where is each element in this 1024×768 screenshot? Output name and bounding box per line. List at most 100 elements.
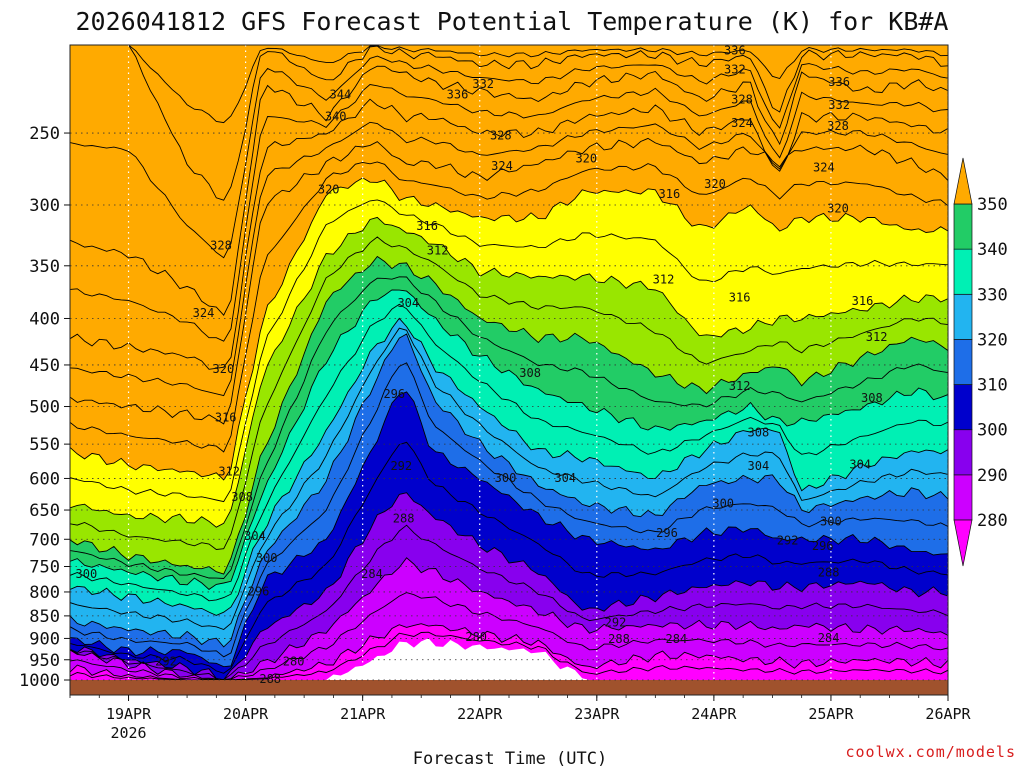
theta-band-1 (70, 557, 948, 680)
x-tick-label: 24APR (691, 705, 737, 723)
contour-label: 316 (215, 411, 237, 425)
x-tick-year: 2026 (110, 724, 146, 742)
contour-label: 296 (248, 585, 270, 599)
contour-label: 280 (283, 654, 305, 668)
isentrope-10 (70, 177, 948, 481)
theta-band-10 (70, 138, 948, 480)
contour-label: 320 (318, 183, 340, 197)
contour-label: 316 (659, 187, 681, 201)
x-tick-label: 23APR (574, 705, 620, 723)
y-tick-label: 1000 (19, 671, 60, 691)
contour-label: 324 (813, 160, 835, 174)
isentrope-mid-14 (70, 55, 948, 259)
legend-label: 280 (977, 511, 1008, 531)
x-tick-label: 25APR (808, 705, 854, 723)
ground-surface (70, 680, 948, 695)
contour-label: 292 (605, 615, 627, 629)
contour-label: 328 (827, 119, 849, 133)
legend-swatch (953, 293, 973, 340)
theta-band-9 (70, 177, 948, 528)
theta-band-13 (70, 45, 948, 316)
contour-label: 300 (256, 551, 278, 565)
contour-label: 288 (393, 512, 415, 526)
contour-label: 324 (491, 159, 513, 173)
contour-label: 332 (472, 77, 494, 91)
contour-label: 292 (777, 534, 799, 548)
credit-link[interactable]: coolwx.com/models (845, 743, 1016, 761)
contour-label: 328 (490, 129, 512, 143)
isentrope-mid-13 (70, 84, 948, 342)
contour-label: 304 (748, 459, 770, 473)
isentrope-mid-2 (70, 592, 948, 681)
y-tick-label: 450 (29, 356, 60, 376)
legend-swatch (953, 203, 973, 250)
contour-label: 332 (724, 62, 746, 76)
contour-label: 308 (748, 426, 770, 440)
contour-label: 288 (818, 565, 840, 579)
contour-label: 308 (861, 391, 883, 405)
pressure-axis: 2503003504004505005506006507007508008509… (19, 124, 70, 691)
y-tick-label: 250 (29, 124, 60, 144)
isentrope-mid-15 (70, 45, 948, 124)
isentrope-mid-5 (70, 362, 948, 658)
contour-label: 320 (575, 152, 597, 166)
legend-label: 340 (977, 240, 1008, 260)
contour-label: 312 (427, 243, 449, 257)
contour-label: 336 (828, 75, 850, 89)
contour-label: 296 (812, 539, 834, 553)
legend-swatch (953, 248, 973, 295)
legend-label: 300 (977, 421, 1008, 441)
isentrope-mid-10 (70, 199, 948, 503)
contour-label: 328 (210, 239, 232, 253)
y-tick-label: 500 (29, 398, 60, 418)
y-tick-label: 400 (29, 309, 60, 329)
isentrope-14 (70, 45, 948, 201)
y-tick-label: 900 (29, 629, 60, 649)
legend-swatch (953, 429, 973, 476)
isentrope-7 (70, 289, 948, 590)
legend-label: 310 (977, 376, 1008, 396)
contour-label: 308 (519, 366, 541, 380)
isentrope-11 (70, 137, 948, 425)
contour-label: 324 (193, 306, 215, 320)
isentrope-mid-4 (70, 441, 948, 674)
contour-label: 336 (724, 43, 746, 57)
contour-label: 336 (447, 88, 469, 102)
x-tick-label: 21APR (340, 705, 386, 723)
legend-arrow-top (953, 157, 973, 205)
contour-label: 320 (827, 201, 849, 215)
legend-label: 320 (977, 330, 1008, 350)
theta-band-0 (70, 623, 948, 680)
contour-label: 332 (828, 98, 850, 112)
contour-label: 296 (383, 387, 405, 401)
theta-band-11 (70, 99, 948, 424)
y-tick-label: 800 (29, 583, 60, 603)
isentrope-4 (70, 391, 948, 668)
theta-band-5 (70, 318, 948, 647)
chart-title: 2026041812 GFS Forecast Potential Temper… (76, 7, 949, 36)
contour-label: 320 (213, 362, 235, 376)
contour-label: 312 (866, 330, 888, 344)
contour-label: 284 (818, 631, 840, 645)
isentrope-mid-9 (70, 236, 948, 550)
contour-label: 304 (849, 458, 871, 472)
contour-label: 324 (731, 116, 753, 130)
x-tick-label: 19APR (106, 705, 152, 723)
isentrope-mid-3 (70, 524, 948, 681)
contour-label: 284 (666, 632, 688, 646)
contour-label: 312 (218, 464, 240, 478)
contour-label: 304 (397, 296, 419, 310)
y-tick-label: 700 (29, 530, 60, 550)
contour-label: 304 (554, 471, 576, 485)
isentrope-12 (70, 98, 948, 370)
contour-label: 292 (155, 654, 177, 668)
contour-label: 316 (416, 219, 438, 233)
contour-label: 308 (231, 490, 253, 504)
legend-swatch (953, 474, 973, 521)
x-tick-label: 20APR (223, 705, 269, 723)
y-tick-label: 650 (29, 501, 60, 521)
contour-label: 284 (361, 567, 383, 581)
contour-label: 312 (729, 379, 751, 393)
